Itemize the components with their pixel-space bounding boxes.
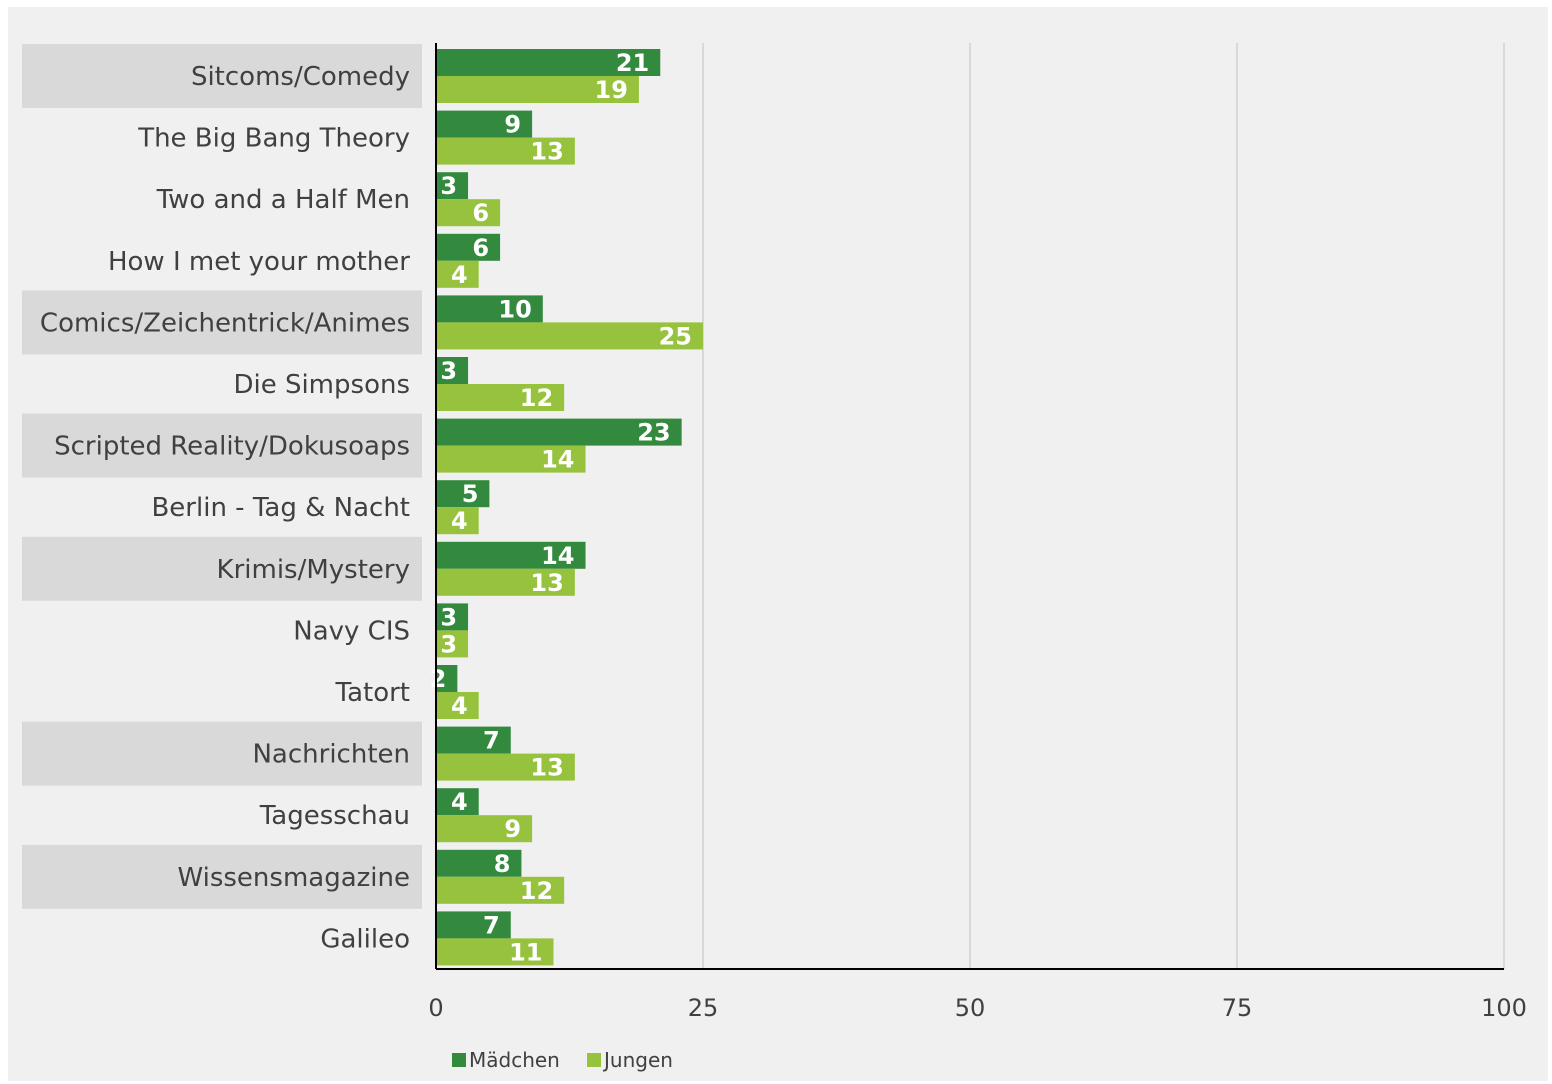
value-label-mädchen-galileo: 7	[483, 911, 500, 939]
bar-mädchen-galileo	[436, 911, 511, 939]
bar-mädchen-scripted-reality-dokusoaps	[436, 418, 682, 446]
bar-mädchen-two-and-a-half-men	[436, 172, 469, 200]
value-label-mädchen-krimis-mystery: 14	[541, 542, 574, 570]
category-highlight	[22, 844, 422, 909]
bar-jungen-comics-zeichentrick-animes	[436, 322, 703, 350]
category-label-tatort: Tatort	[335, 678, 411, 708]
bar-jungen-nachrichten	[436, 753, 575, 781]
category-label-sitcoms-comedy: Sitcoms/Comedy	[191, 62, 410, 92]
value-label-mädchen-the-big-bang-theory: 9	[504, 111, 521, 139]
category-highlight	[22, 536, 422, 601]
value-label-jungen-comics-zeichentrick-animes: 25	[659, 322, 692, 350]
category-label-two-and-a-half-men: Two and a Half Men	[156, 185, 410, 215]
value-label-jungen-how-i-met-your-mother: 4	[451, 261, 468, 289]
category-label-krimis-mystery: Krimis/Mystery	[217, 555, 410, 585]
bar-mädchen-wissensmagazine	[436, 849, 522, 877]
category-label-nachrichten: Nachrichten	[252, 740, 410, 770]
category-label-scripted-reality-dokusoaps: Scripted Reality/Dokusoaps	[54, 432, 410, 462]
bar-mädchen-navy-cis	[436, 603, 469, 631]
legend-swatch-mädchen	[452, 1053, 466, 1067]
value-label-mädchen-comics-zeichentrick-animes: 10	[498, 295, 531, 323]
value-label-mädchen-navy-cis: 3	[440, 603, 457, 631]
category-label-comics-zeichentrick-animes: Comics/Zeichentrick/Animes	[40, 308, 410, 338]
bar-jungen-two-and-a-half-men	[436, 199, 501, 227]
value-label-jungen-krimis-mystery: 13	[530, 569, 563, 597]
category-label-navy-cis: Navy CIS	[293, 616, 410, 646]
value-label-mädchen-how-i-met-your-mother: 6	[472, 234, 489, 262]
bar-jungen-berlin-tag-nacht	[436, 507, 479, 535]
legend: Mädchen Jungen	[452, 1048, 673, 1072]
value-label-jungen-sitcoms-comedy: 19	[595, 76, 628, 104]
value-label-mädchen-two-and-a-half-men: 3	[440, 172, 457, 200]
category-highlight	[22, 290, 422, 355]
category-label-how-i-met-your-mother: How I met your mother	[108, 247, 410, 277]
x-tick-label-50: 50	[955, 994, 986, 1022]
value-label-mädchen-tatort: 2	[430, 665, 447, 693]
value-label-jungen-tatort: 4	[451, 692, 468, 720]
axes: 0 25 50 75 100	[428, 43, 1527, 1022]
x-tick-label-100: 100	[1481, 994, 1527, 1022]
bar-jungen-krimis-mystery	[436, 568, 575, 596]
bars: 2119913366410253122314541413332471349812…	[430, 49, 703, 966]
category-label-tagesschau: Tagesschau	[259, 801, 410, 831]
bar-jungen-navy-cis	[436, 630, 469, 658]
value-label-mädchen-scripted-reality-dokusoaps: 23	[637, 419, 670, 447]
legend-swatch-jungen	[587, 1053, 601, 1067]
category-label-die-simpsons: Die Simpsons	[233, 370, 410, 400]
bar-jungen-galileo	[436, 938, 554, 966]
bar-mädchen-how-i-met-your-mother	[436, 233, 501, 261]
value-label-jungen-tagesschau: 9	[504, 815, 521, 843]
value-label-jungen-two-and-a-half-men: 6	[472, 199, 489, 227]
bar-mädchen-nachrichten	[436, 726, 511, 754]
value-label-jungen-nachrichten: 13	[530, 754, 563, 782]
bar-mädchen-tatort	[436, 665, 458, 692]
category-label-the-big-bang-theory: The Big Bang Theory	[137, 124, 410, 154]
bar-jungen-how-i-met-your-mother	[436, 260, 479, 288]
category-highlight-layer	[22, 44, 422, 909]
bar-jungen-sitcoms-comedy	[436, 76, 639, 103]
bar-jungen-tagesschau	[436, 815, 533, 843]
legend-label-jungen: Jungen	[602, 1048, 673, 1072]
bar-mädchen-berlin-tag-nacht	[436, 480, 490, 508]
value-label-jungen-navy-cis: 3	[440, 630, 457, 658]
value-label-jungen-wissensmagazine: 12	[520, 877, 553, 905]
bar-jungen-the-big-bang-theory	[436, 137, 575, 165]
bar-jungen-wissensmagazine	[436, 876, 565, 904]
bar-jungen-scripted-reality-dokusoaps	[436, 445, 586, 473]
value-label-mädchen-berlin-tag-nacht: 5	[462, 480, 479, 508]
category-highlight	[22, 721, 422, 786]
bar-mädchen-sitcoms-comedy	[436, 49, 661, 76]
x-tick-label-75: 75	[1222, 994, 1253, 1022]
category-label-wissensmagazine: Wissensmagazine	[177, 863, 410, 893]
legend-label-mädchen: Mädchen	[469, 1048, 560, 1072]
x-tick-label-25: 25	[688, 994, 719, 1022]
bar-chart: 2119913366410253122314541413332471349812…	[22, 43, 1527, 1072]
bar-mädchen-die-simpsons	[436, 357, 469, 384]
category-labels: Sitcoms/Comedy The Big Bang Theory Two and…	[40, 62, 410, 954]
value-label-mädchen-nachrichten: 7	[483, 727, 500, 755]
value-label-mädchen-die-simpsons: 3	[440, 357, 457, 385]
bar-jungen-die-simpsons	[436, 384, 565, 411]
value-label-jungen-berlin-tag-nacht: 4	[451, 507, 468, 535]
chart-area: 21 19 9 13 3 6 6 4 10 25 3 12 23 14 5 4 14 13 3 3 2 4 7 13 4 9 8 12…	[8, 7, 1548, 1081]
gridlines	[702, 43, 1505, 969]
category-highlight	[22, 44, 422, 108]
value-label-mädchen-wissensmagazine: 8	[494, 850, 511, 878]
category-label-galileo: Galileo	[320, 924, 410, 954]
value-label-jungen-die-simpsons: 12	[520, 384, 553, 412]
bar-mädchen-the-big-bang-theory	[436, 110, 533, 138]
category-highlight	[22, 413, 422, 478]
bar-jungen-tatort	[436, 692, 479, 719]
bar-mädchen-krimis-mystery	[436, 541, 586, 569]
value-label-jungen-scripted-reality-dokusoaps: 14	[541, 446, 574, 474]
value-label-jungen-the-big-bang-theory: 13	[530, 138, 563, 166]
bar-mädchen-comics-zeichentrick-animes	[436, 295, 543, 323]
bar-mädchen-tagesschau	[436, 788, 479, 816]
category-label-berlin-tag-nacht: Berlin - Tag & Nacht	[151, 493, 410, 523]
value-label-jungen-galileo: 11	[509, 938, 542, 966]
x-tick-label-0: 0	[428, 994, 443, 1022]
value-label-mädchen-sitcoms-comedy: 21	[616, 49, 649, 77]
value-label-mädchen-tagesschau: 4	[451, 788, 468, 816]
